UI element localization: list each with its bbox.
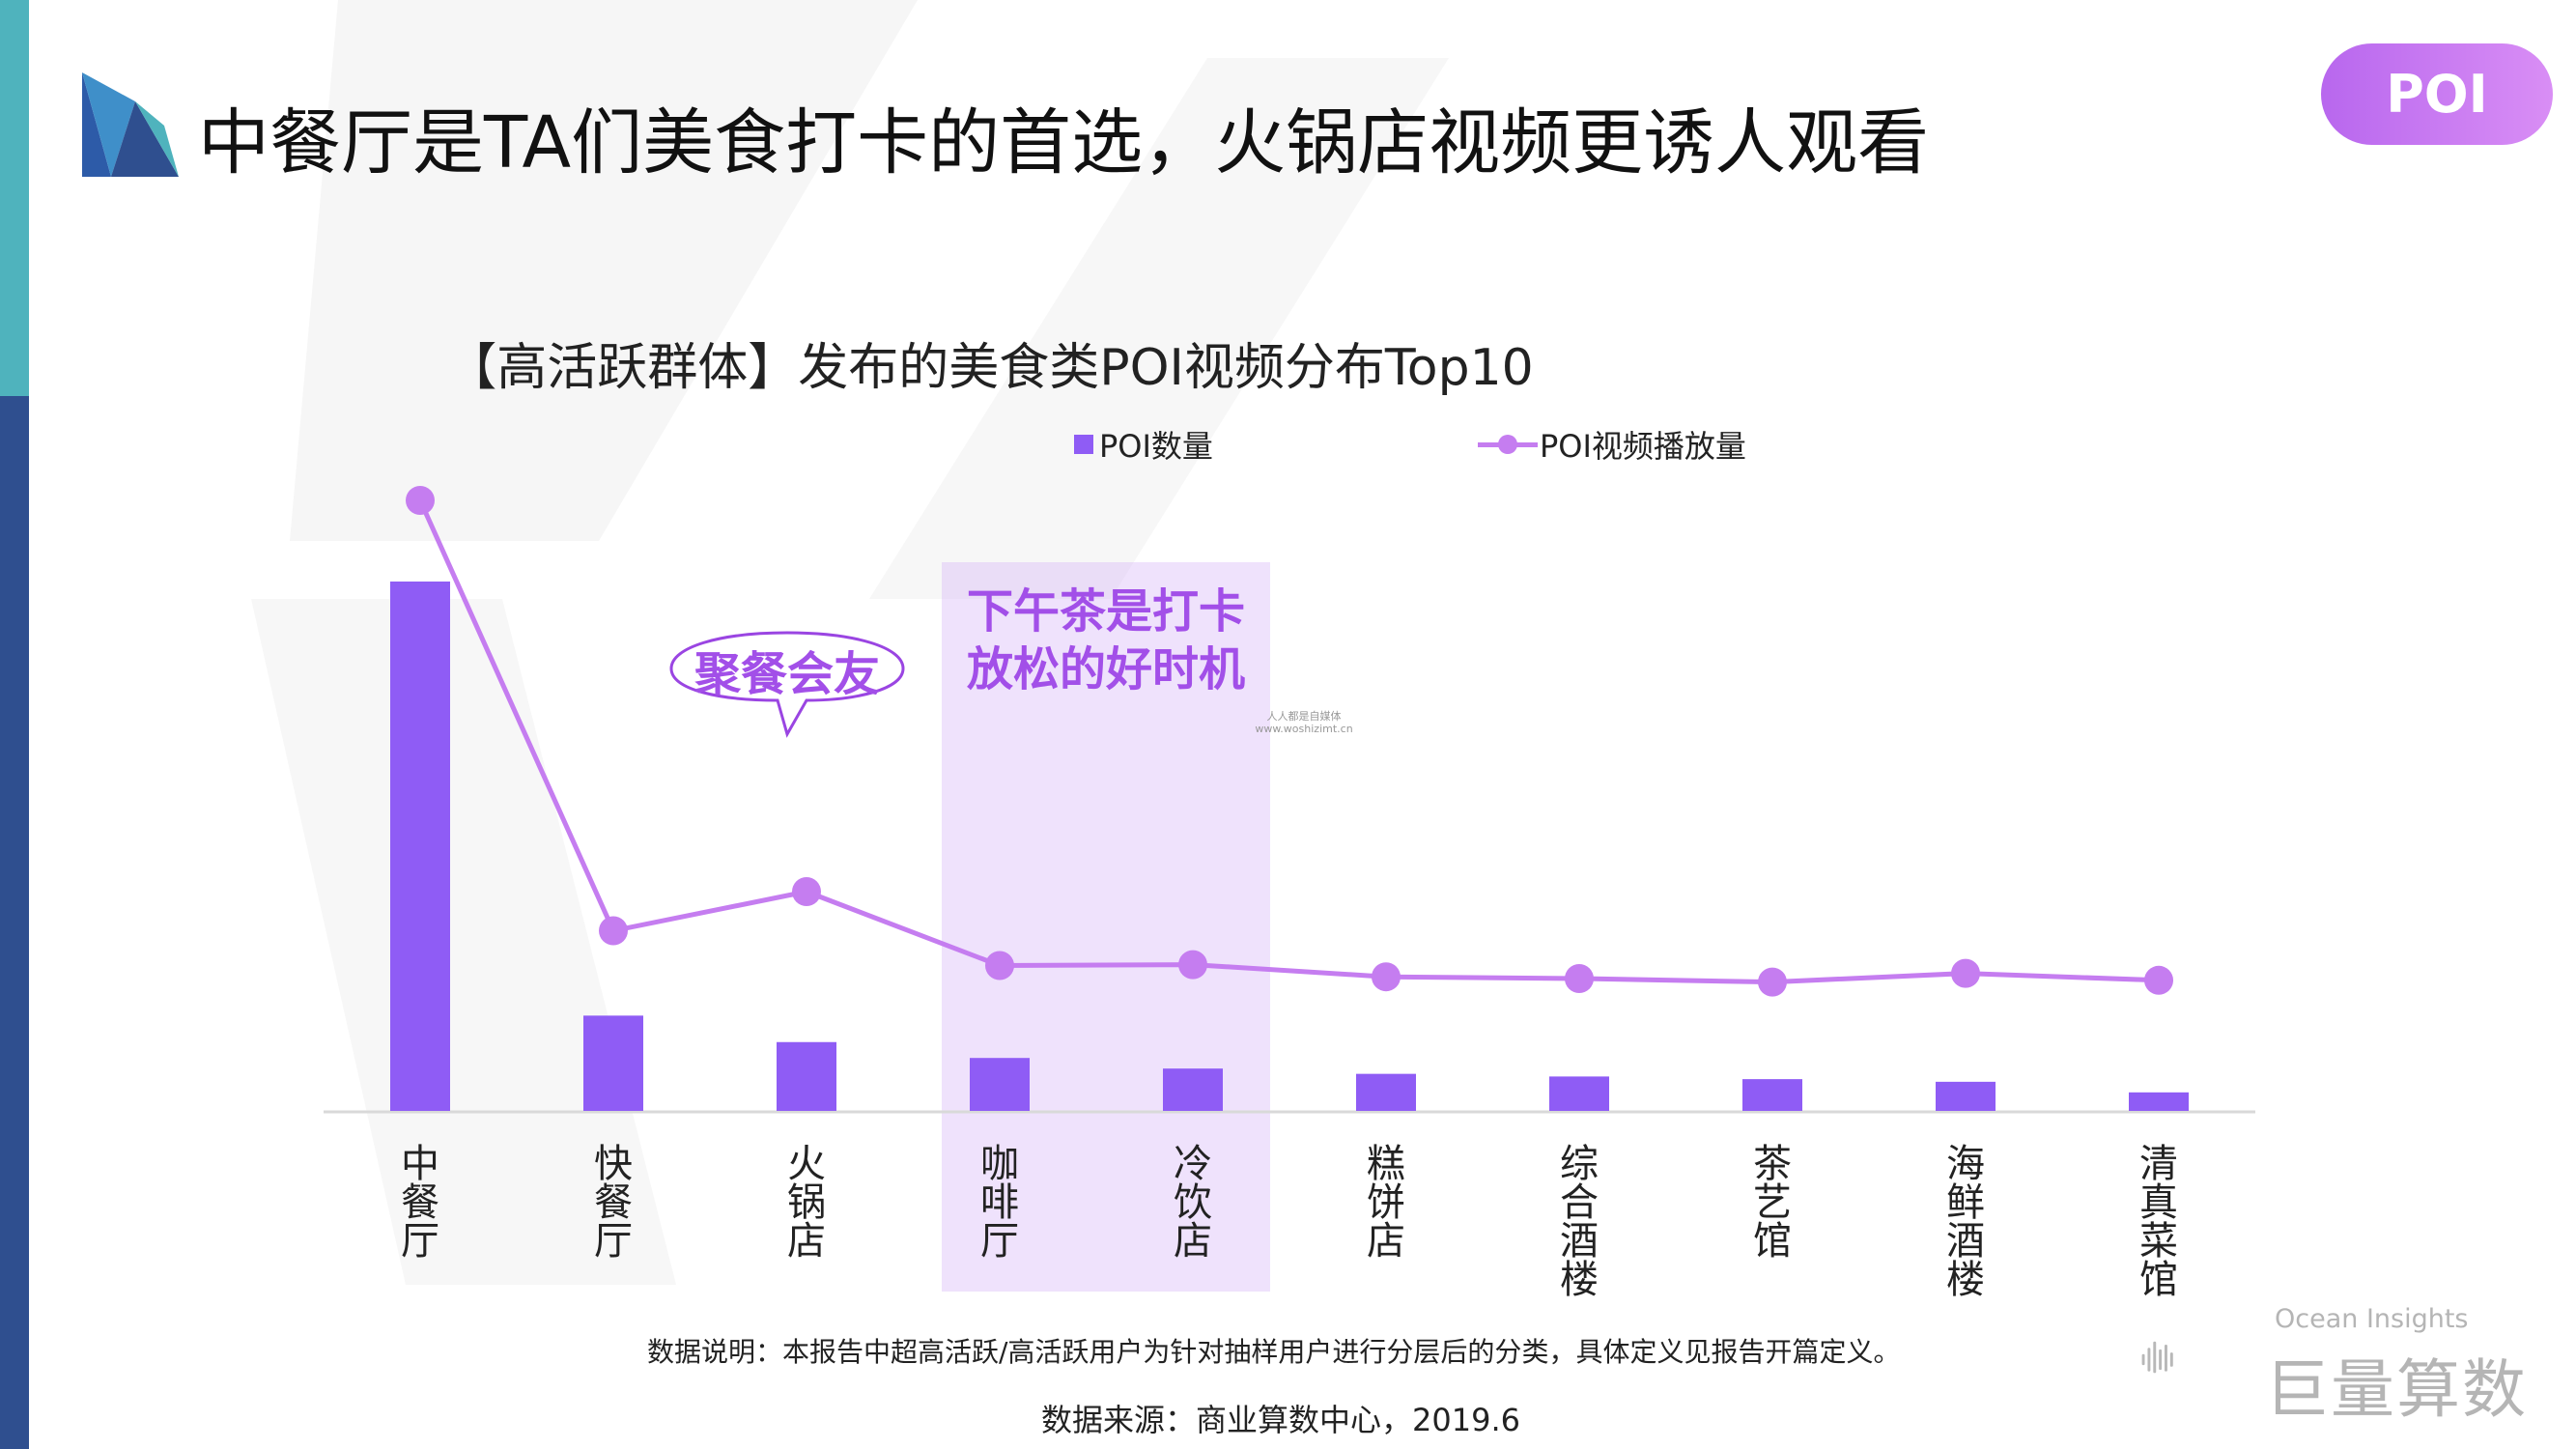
highlight-annotation: 下午茶是打卡 放松的好时机 <box>951 582 1260 698</box>
pinwheel-logo-icon <box>82 72 179 177</box>
category-label-9: 清真菜馆 <box>2139 1142 2178 1302</box>
bar-9 <box>2129 1092 2189 1111</box>
line-point-2 <box>792 877 821 906</box>
page-title: 中餐厅是TA们美食打卡的首选，火锅店视频更诱人观看 <box>198 101 1930 185</box>
line-point-0 <box>406 486 435 515</box>
category-label-2: 火锅店 <box>787 1142 826 1264</box>
highlight-band <box>942 562 1270 1292</box>
callout-text: 聚餐会友 <box>694 646 880 701</box>
category-label-8: 海鲜酒楼 <box>1946 1142 1985 1302</box>
category-label-5: 糕饼店 <box>1367 1142 1405 1264</box>
legend-line-swatch <box>1478 435 1538 454</box>
line-point-7 <box>1758 967 1787 997</box>
chart-title: 【高活跃群体】发布的美食类POI视频分布Top10 <box>446 339 1534 397</box>
line-point-6 <box>1565 964 1594 993</box>
category-label-0: 中餐厅 <box>401 1142 439 1264</box>
callout-bubble <box>669 631 905 738</box>
highlight-line-1: 下午茶是打卡 <box>966 584 1245 639</box>
category-label-4: 冷饮店 <box>1174 1142 1212 1264</box>
category-label-6: 综合酒楼 <box>1560 1142 1599 1302</box>
bar-0 <box>390 582 450 1111</box>
brand-name-cn: 巨量算数 <box>2265 1352 2528 1427</box>
data-source: 数据来源：商业算数中心，2019.6 <box>1041 1402 1520 1438</box>
bar-3 <box>970 1058 1030 1111</box>
legend-label-poi-views: POI视频播放量 <box>1540 428 1746 465</box>
watermark-line-1: 人人都是自媒体 <box>1266 710 1342 723</box>
category-label-1: 快餐厅 <box>594 1142 633 1264</box>
bar-8 <box>1936 1081 1996 1111</box>
line-point-3 <box>985 951 1014 980</box>
category-label-3: 咖啡厅 <box>980 1142 1019 1264</box>
category-label-7: 茶艺馆 <box>1753 1142 1792 1264</box>
bar-1 <box>583 1015 643 1111</box>
poi-tag-badge: POI <box>2321 43 2553 145</box>
bar-6 <box>1549 1076 1609 1111</box>
line-point-5 <box>1372 962 1401 992</box>
watermark: 人人都是自媒体 www.woshizimt.cn <box>1231 710 1376 735</box>
bar-7 <box>1742 1079 1802 1111</box>
line-point-8 <box>1951 958 1980 988</box>
legend-label-poi-count: POI数量 <box>1099 428 1213 465</box>
bar-4 <box>1163 1068 1223 1111</box>
line-point-1 <box>599 916 628 946</box>
data-description: 数据说明：本报告中超高活跃/高活跃用户为针对抽样用户进行分层后的分类，具体定义见… <box>647 1336 1901 1368</box>
legend-item-poi-views: POI视频播放量 <box>1478 425 1746 465</box>
line-point-4 <box>1178 950 1207 980</box>
left-accent-bar-bottom <box>0 396 29 1449</box>
sound-bars-icon <box>2141 1341 2173 1374</box>
left-accent-bar-top <box>0 0 29 396</box>
bar-2 <box>777 1041 836 1111</box>
views-line <box>417 498 2160 985</box>
legend-bar-swatch <box>1074 435 1093 454</box>
legend-item-poi-count: POI数量 <box>1074 425 1213 465</box>
bar-5 <box>1356 1073 1416 1111</box>
line-point-9 <box>2144 965 2173 995</box>
highlight-line-2: 放松的好时机 <box>966 642 1245 696</box>
brand-name-en: Ocean Insights <box>2275 1304 2469 1334</box>
watermark-line-2: www.woshizimt.cn <box>1255 723 1353 735</box>
